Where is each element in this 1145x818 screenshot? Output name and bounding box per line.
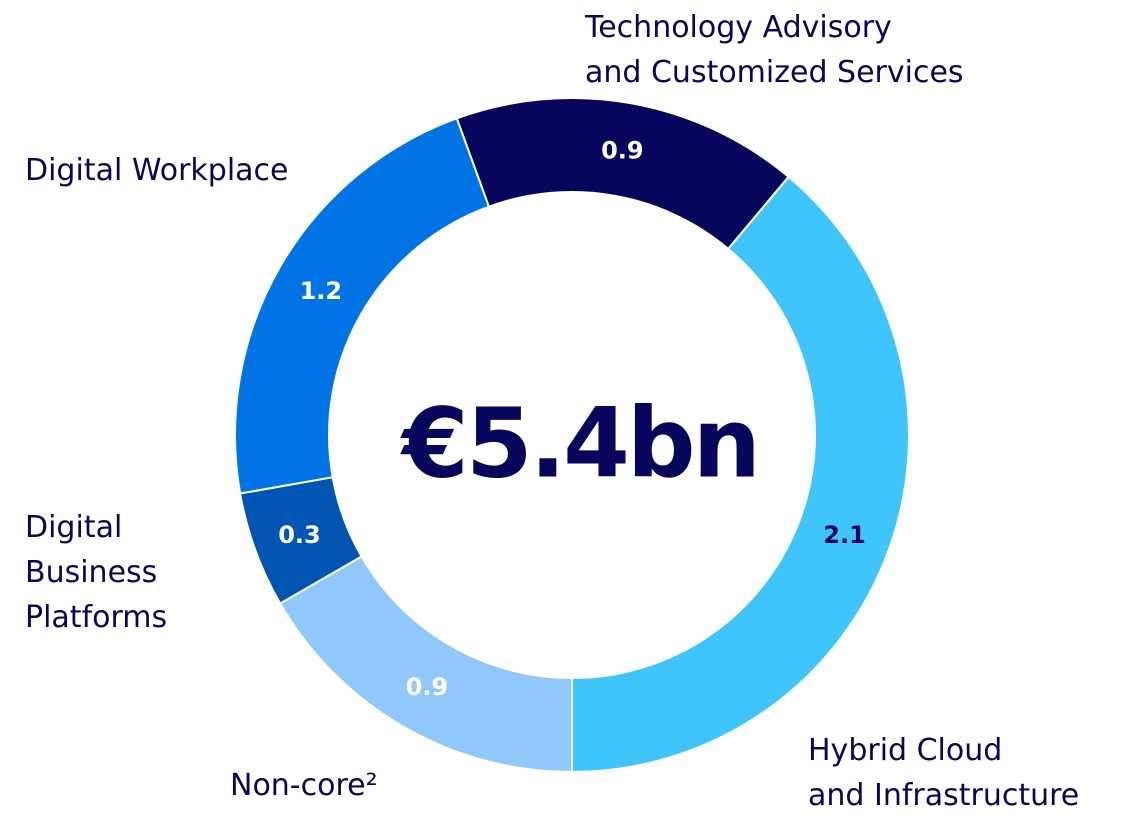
- donut-segment: [234, 117, 491, 495]
- category-label: Digital Business Platforms: [25, 510, 168, 635]
- value-label: 2.1: [823, 521, 866, 549]
- category-label: Digital Workplace: [25, 153, 289, 188]
- category-label: Non-core²: [230, 768, 378, 803]
- value-label: 0.9: [406, 673, 449, 701]
- donut-segment: [455, 97, 791, 251]
- donut-segment: [278, 555, 573, 774]
- value-label: 1.2: [300, 277, 343, 305]
- category-label: Technology Advisory and Customized Servi…: [585, 10, 964, 90]
- value-label: 0.9: [601, 136, 644, 164]
- category-label: Hybrid Cloud and Infrastructure: [808, 733, 1080, 813]
- center-label: €5.4bn: [400, 387, 758, 499]
- donut-segment: [571, 175, 910, 774]
- value-label: 0.3: [278, 521, 321, 549]
